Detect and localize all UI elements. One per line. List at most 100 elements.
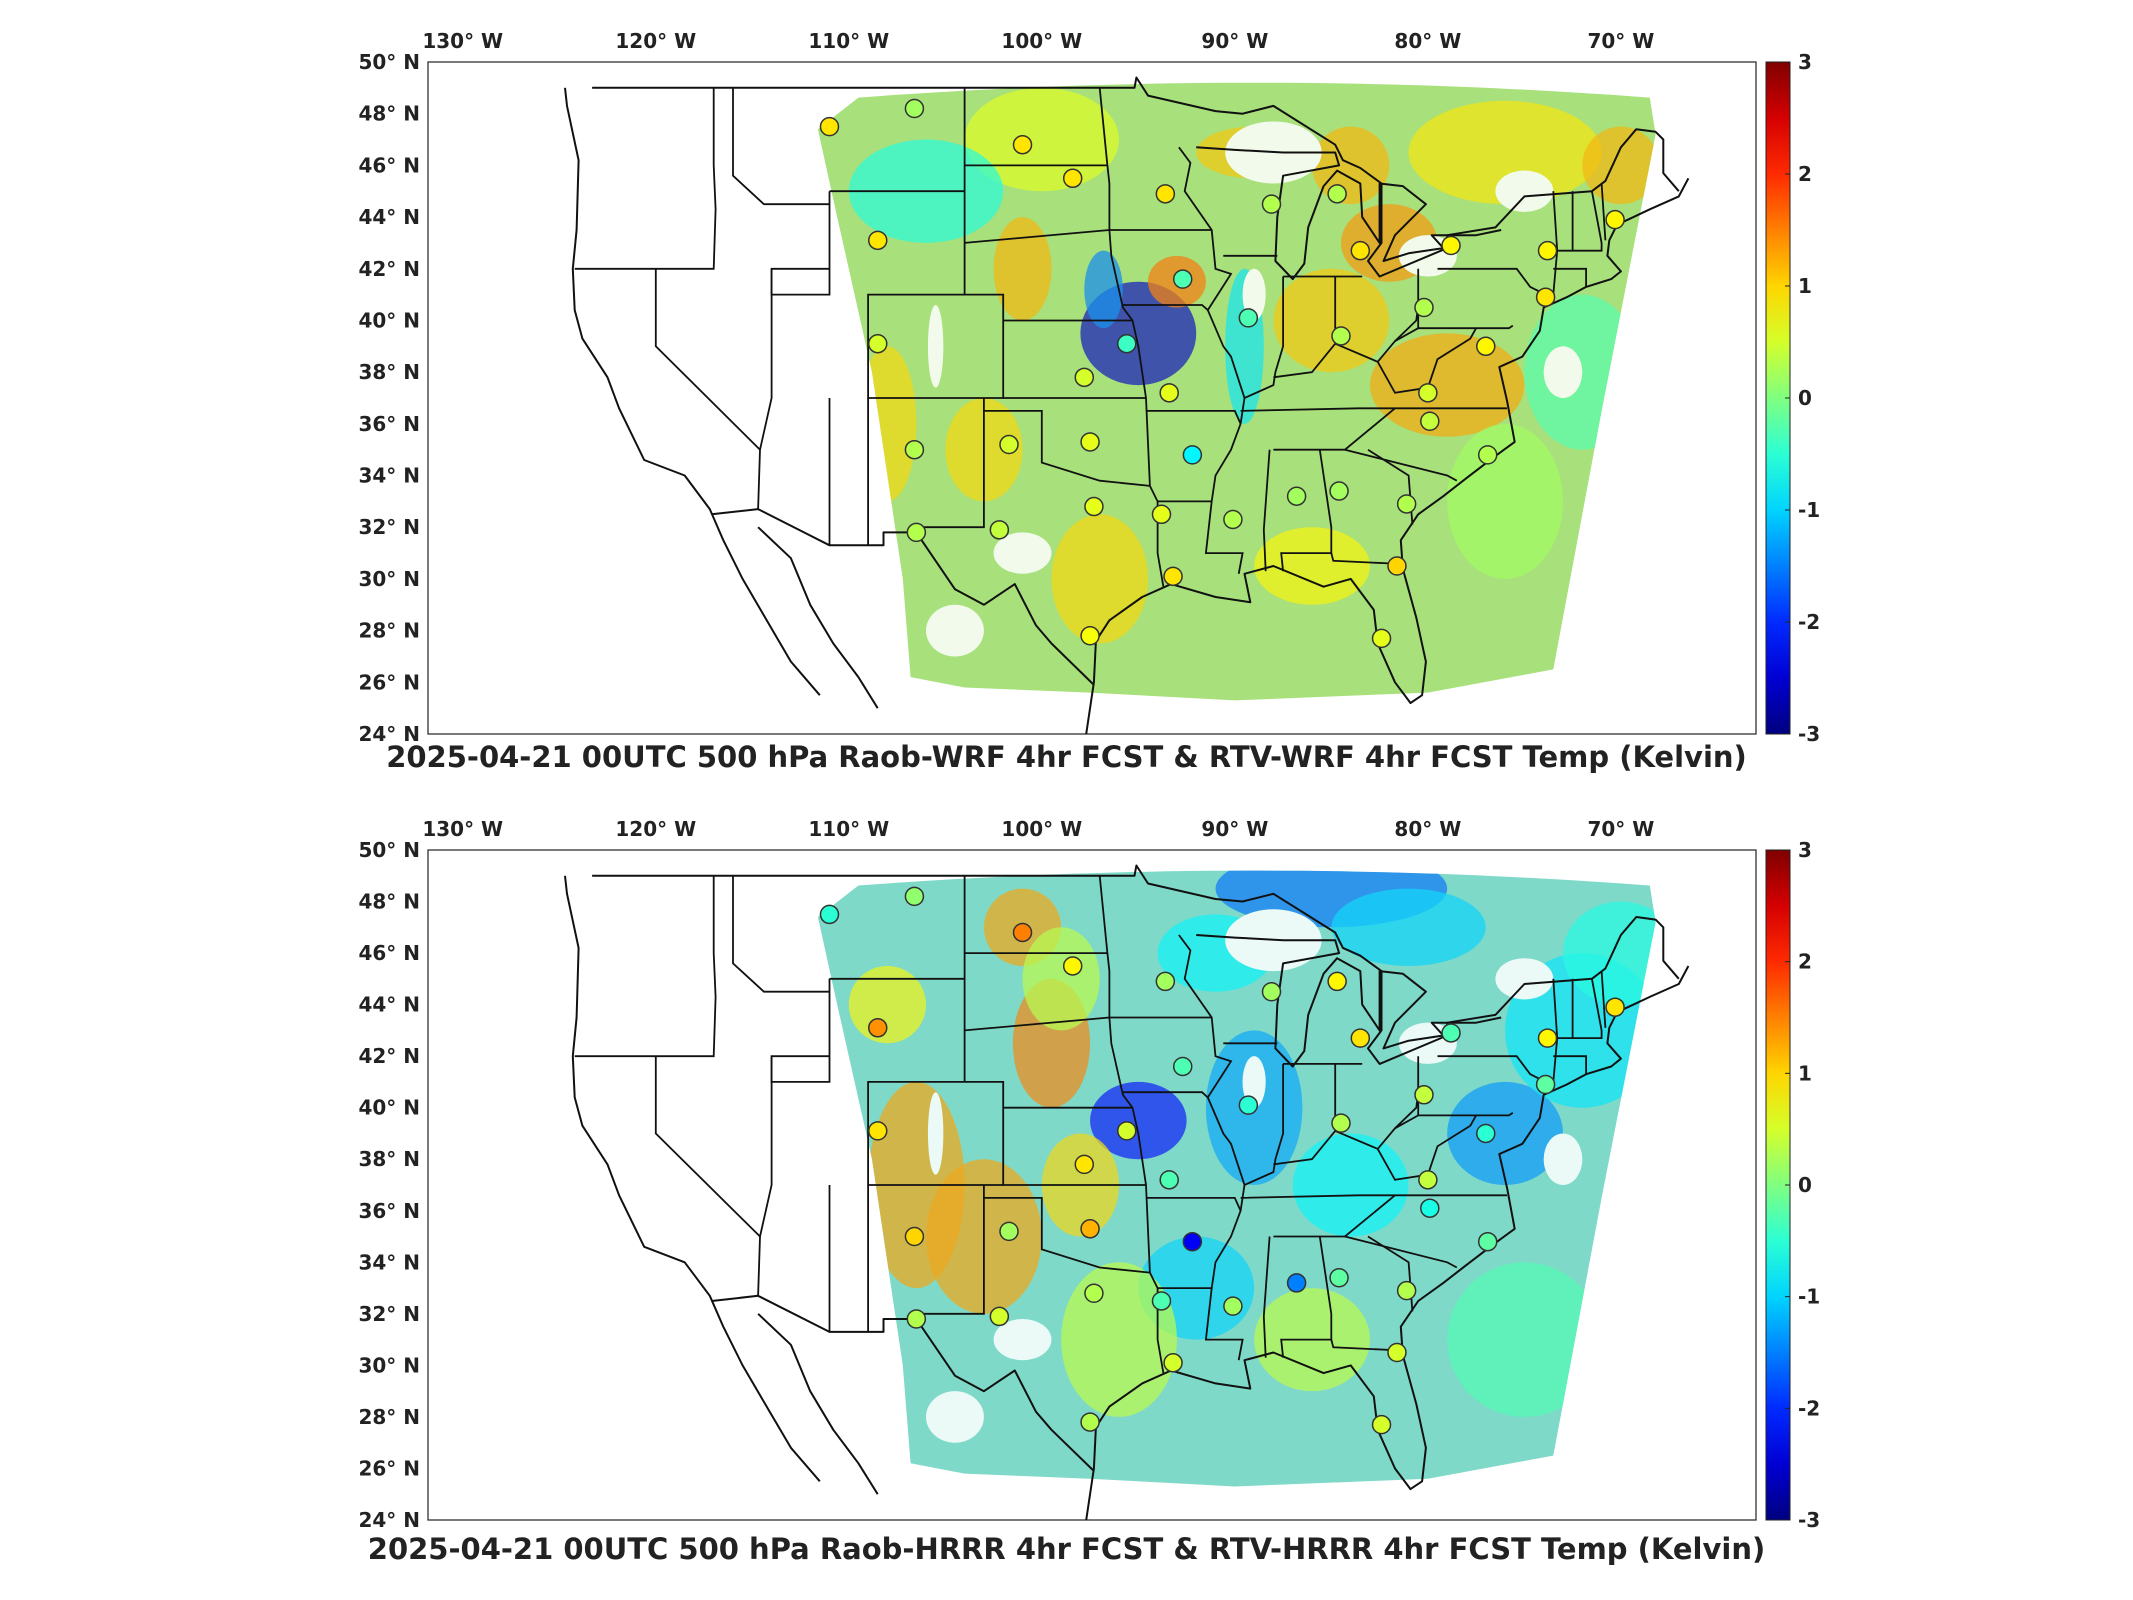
- latitude-label: 26° N: [358, 670, 420, 694]
- state-border: [1273, 407, 1507, 451]
- raob-station-marker: [1476, 1123, 1496, 1144]
- state-border: [1394, 1114, 1419, 1130]
- raob-station-marker: [1387, 556, 1407, 576]
- state-border: [1334, 268, 1420, 363]
- state-border: [574, 87, 717, 270]
- latitude-label: 34° N: [358, 1250, 420, 1274]
- raob-station-marker: [1261, 981, 1282, 1002]
- state-border: [759, 1056, 773, 1237]
- longitude-label: 130° W: [422, 29, 503, 53]
- raob-station-marker: [1012, 134, 1033, 155]
- raob-station-marker: [1329, 481, 1349, 501]
- raob-station-marker: [1371, 1414, 1392, 1435]
- map-wrf: 130° W 120° W 110° W 100° W 90° W 80° W 70° W 5…: [358, 29, 1820, 746]
- raob-station-marker: [1605, 209, 1625, 230]
- raob-station-marker: [1238, 1095, 1259, 1115]
- raob-station-marker: [1074, 1154, 1095, 1175]
- longitude-label: 80° W: [1394, 817, 1461, 841]
- state-border: [964, 1016, 1110, 1032]
- state-border: [1417, 305, 1514, 330]
- west-coastline: [564, 875, 821, 1482]
- raob-station-marker: [1387, 1342, 1407, 1363]
- longitude-label: 110° W: [808, 29, 889, 53]
- latitude-label: 36° N: [358, 1199, 420, 1223]
- raob-station-marker: [906, 522, 927, 543]
- state-border: [1394, 327, 1419, 342]
- latitude-label: 26° N: [358, 1456, 420, 1480]
- raob-station-marker: [1477, 445, 1498, 465]
- latitude-label: 44° N: [358, 993, 420, 1017]
- state-border: [1376, 327, 1477, 394]
- raob-station-marker: [904, 1226, 925, 1247]
- raob-station-marker: [904, 886, 925, 907]
- state-border: [1244, 1063, 1284, 1186]
- great-lakes-outline: [1196, 934, 1502, 1068]
- us-mexico-border: [711, 508, 1095, 686]
- state-border: [1273, 1063, 1337, 1166]
- state-border: [983, 410, 1150, 487]
- raob-station-marker: [867, 230, 888, 251]
- raob-station-marker: [1350, 240, 1371, 261]
- state-border: [1262, 1236, 1271, 1358]
- colorbar-tick-label: -3: [1798, 1508, 1820, 1532]
- state-border: [1244, 276, 1284, 399]
- latitude-label: 30° N: [358, 1353, 420, 1377]
- title-wrf: 2025-04-21 00UTC 500 hPa Raob-WRF 4hr FC…: [386, 740, 1747, 774]
- raob-station-marker: [1223, 509, 1243, 530]
- raob-station-marker: [1477, 1231, 1498, 1252]
- state-border: [654, 1056, 761, 1296]
- raob-station-marker: [1163, 566, 1183, 587]
- raob-station-marker: [904, 98, 925, 119]
- raob-station-marker: [1327, 184, 1347, 204]
- colorbar-tick-label: -1: [1798, 1285, 1820, 1309]
- raob-station-marker: [1155, 184, 1176, 204]
- latitude-label: 40° N: [358, 308, 420, 332]
- colorbar-tick-label: -2: [1798, 610, 1820, 634]
- state-border: [1344, 448, 1458, 482]
- raob-station-marker: [1537, 1028, 1558, 1048]
- latitude-label: 32° N: [358, 1302, 420, 1326]
- raob-station-marker: [1155, 971, 1176, 992]
- raob-station-marker: [1084, 1283, 1104, 1303]
- state-border: [1376, 1114, 1477, 1181]
- raob-station-marker: [1151, 1291, 1172, 1311]
- raob-station-marker: [867, 1121, 888, 1141]
- longitude-label: 120° W: [615, 817, 696, 841]
- raob-station-marker: [1080, 626, 1100, 646]
- raob-station-marker: [1084, 496, 1104, 517]
- state-border: [1146, 410, 1242, 425]
- raob-station-marker: [1116, 1121, 1137, 1141]
- colorbar-tick-label: 2: [1798, 950, 1812, 974]
- raob-station-marker: [867, 333, 888, 354]
- state-border: [1417, 1092, 1514, 1117]
- latitude-label: 44° N: [358, 205, 420, 229]
- longitude-label: 70° W: [1587, 817, 1654, 841]
- west-coastline: [564, 87, 821, 696]
- state-border: [1122, 1091, 1209, 1099]
- raob-station-marker: [1172, 1056, 1193, 1077]
- colorbar-tick-label: -1: [1798, 498, 1820, 522]
- longitude-label: 100° W: [1001, 29, 1082, 53]
- latitude-label: 48° N: [358, 102, 420, 126]
- raob-station-marker: [1418, 1170, 1438, 1190]
- east-gulf-coastline: [1085, 965, 1690, 1520]
- longitude-label: 120° W: [615, 29, 696, 53]
- gulf-of-california-coast: [757, 526, 879, 709]
- raob-station-marker: [1420, 1198, 1440, 1218]
- state-border: [1240, 1194, 1395, 1199]
- raob-station-marker: [1535, 1074, 1556, 1095]
- raob-station-marker: [1223, 1296, 1243, 1316]
- raob-station-marker: [1159, 1170, 1179, 1190]
- colorbar-tick-label: 0: [1798, 1173, 1812, 1197]
- state-border: [1178, 146, 1246, 574]
- state-border: [1273, 1194, 1507, 1238]
- state-border: [1240, 407, 1395, 412]
- raob-station-marker: [1286, 1273, 1307, 1293]
- raob-station-marker: [1080, 1219, 1100, 1239]
- longitude-label: 130° W: [422, 817, 503, 841]
- raob-station-marker: [1350, 1028, 1371, 1048]
- state-border: [1437, 267, 1547, 296]
- latitude-label: 40° N: [358, 1096, 420, 1120]
- state-border: [1146, 1197, 1242, 1212]
- longitude-label: 80° W: [1394, 29, 1461, 53]
